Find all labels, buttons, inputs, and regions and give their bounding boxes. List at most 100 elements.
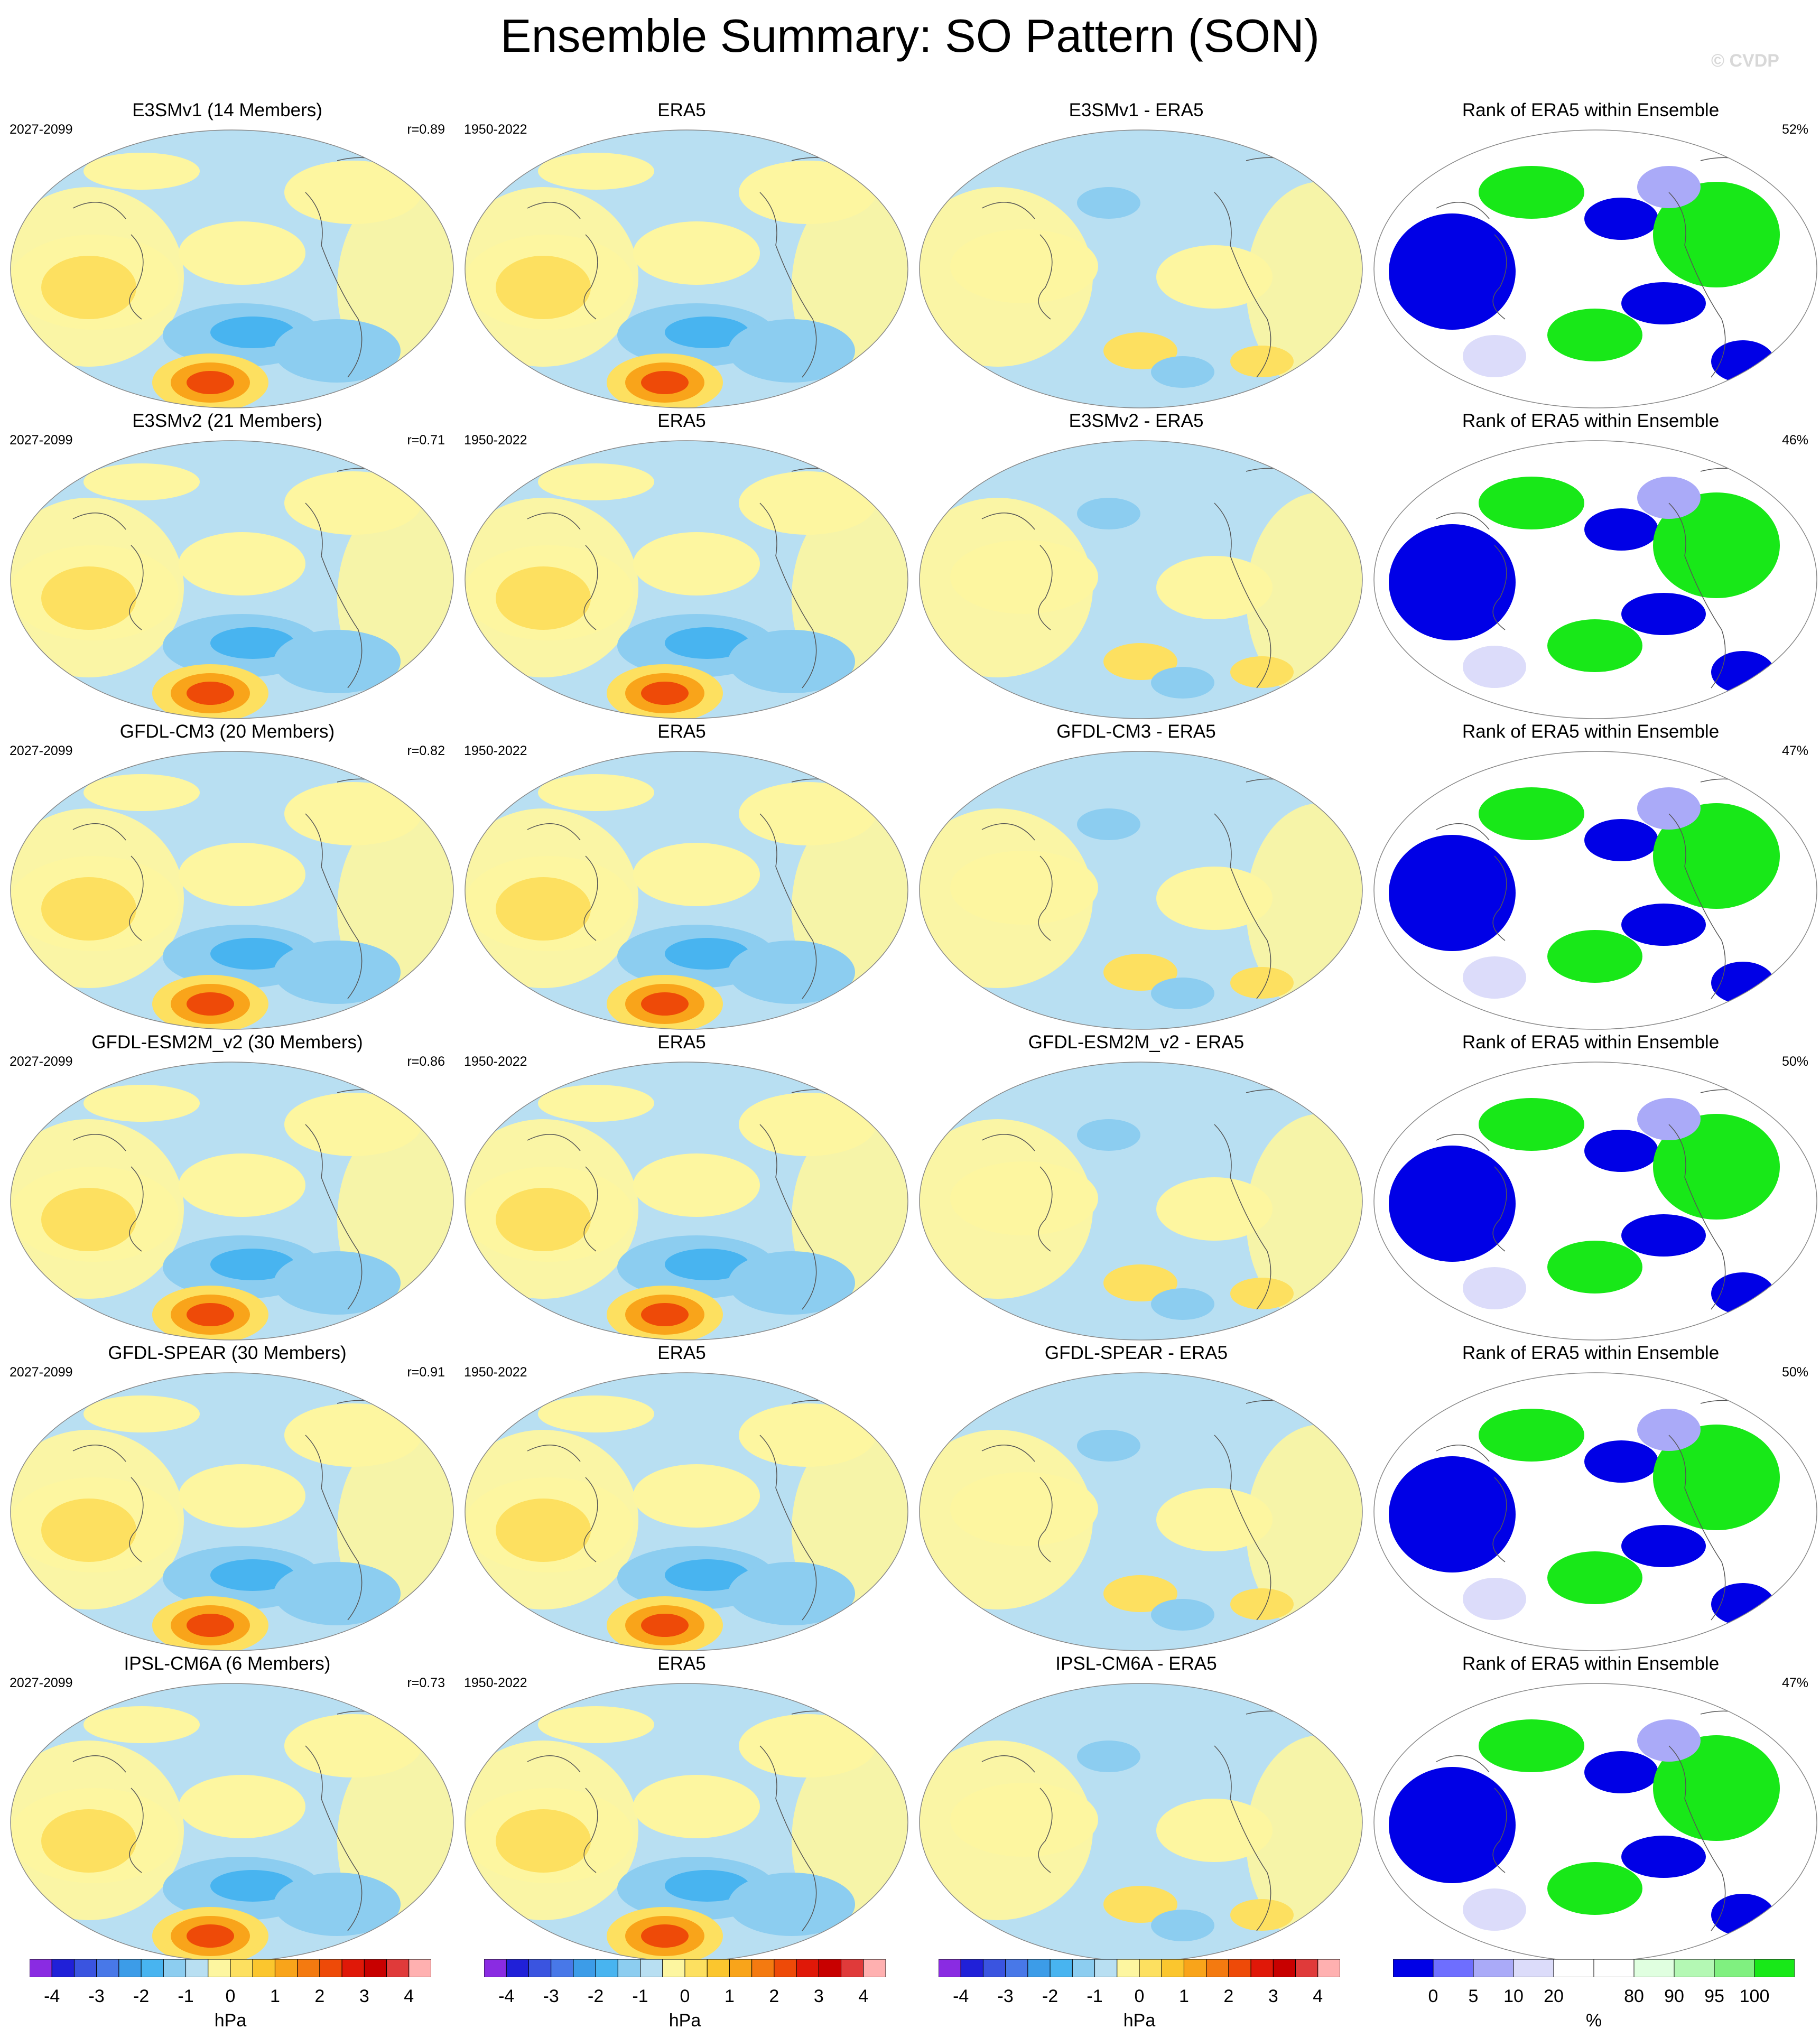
panel-title: GFDL-CM3 (20 Members) — [119, 721, 335, 742]
colorbar-tick-label: 90 — [1664, 1986, 1684, 2006]
colorbar-units: % — [1585, 2011, 1602, 2031]
pattern-correlation-label: r=0.73 — [407, 1676, 445, 1690]
colorbar-swatch — [729, 1959, 753, 1977]
map-model-5 — [10, 1683, 454, 1962]
colorbar-diff: -4 -3 -2 -1 0 1 2 3 4 hPa — [939, 1959, 1340, 2033]
panel-rank: Rank of ERA5 within Ensemble 47% — [1363, 721, 1818, 1031]
figure-row: GFDL-SPEAR (30 Members) 2027-2099 r=0.91 ER… — [0, 1342, 1820, 1653]
rank-percent-label: 47% — [1781, 1676, 1808, 1690]
colorbar-swatch — [118, 1959, 142, 1977]
colorbar-tick-label: 0 — [680, 1986, 690, 2006]
panel-title: Rank of ERA5 within Ensemble — [1462, 1343, 1720, 1363]
colorbar-tick-label: 0 — [1428, 1986, 1438, 2006]
map-obs-1 — [465, 440, 908, 719]
period-label: 2027-2099 — [10, 743, 73, 758]
pattern-correlation-label: r=0.71 — [407, 433, 445, 448]
colorbar-units: hPa — [214, 2011, 247, 2031]
map-diff-2 — [919, 751, 1363, 1030]
colorbar-swatch — [319, 1959, 342, 1977]
colorbar-swatch — [1674, 1959, 1715, 1977]
panel-diff: GFDL-SPEAR - ERA5 — [909, 1342, 1363, 1653]
panel-title: ERA5 — [657, 721, 706, 742]
colorbar-tick-label: -3 — [88, 1986, 105, 2006]
panel-rank: Rank of ERA5 within Ensemble 46% — [1363, 410, 1818, 721]
pattern-correlation-label: r=0.89 — [407, 122, 445, 137]
colorbar-swatch — [960, 1959, 983, 1977]
colorbar-tick-label: 3 — [813, 1986, 824, 2006]
panel-rank: Rank of ERA5 within Ensemble 52% — [1363, 99, 1818, 410]
panel-title: Rank of ERA5 within Ensemble — [1462, 1653, 1720, 1674]
colorbar-swatch — [1139, 1959, 1162, 1977]
colorbar-tick-label: 4 — [404, 1986, 414, 2006]
colorbar-swatch — [1513, 1959, 1554, 1977]
colorbar-swatch — [818, 1959, 842, 1977]
colorbar-swatch — [1273, 1959, 1296, 1977]
map-obs-5 — [465, 1683, 908, 1962]
colorbar-swatch — [96, 1959, 119, 1977]
rank-percent-label: 47% — [1781, 743, 1808, 758]
colorbar-swatch — [1094, 1959, 1118, 1977]
colorbar-swatch — [662, 1959, 685, 1977]
map-model-0 — [10, 129, 454, 408]
colorbar-swatch — [751, 1959, 775, 1977]
map-rank-5 — [1373, 1683, 1817, 1962]
colorbar-tick-label: 4 — [1313, 1986, 1323, 2006]
colorbar-tick-label: -1 — [1087, 1986, 1103, 2006]
period-label: 1950-2022 — [464, 1054, 527, 1069]
colorbar-tick-label: 1 — [1178, 1986, 1189, 2006]
panel-title: GFDL-SPEAR (30 Members) — [108, 1343, 347, 1363]
colorbar-tick-label: -4 — [498, 1986, 515, 2006]
panel-title: ERA5 — [657, 1653, 706, 1674]
period-label: 2027-2099 — [10, 1054, 73, 1069]
panel-title: E3SMv2 - ERA5 — [1069, 411, 1204, 431]
colorbar-swatch — [185, 1959, 209, 1977]
map-diff-4 — [919, 1372, 1363, 1651]
colorbar-swatch — [51, 1959, 75, 1977]
period-label: 1950-2022 — [464, 1365, 527, 1380]
colorbar-tick-label: 3 — [359, 1986, 369, 2006]
colorbar-swatches — [939, 1959, 1340, 1977]
colorbar-swatch — [774, 1959, 797, 1977]
colorbar-swatch — [252, 1959, 275, 1977]
map-rank-4 — [1373, 1372, 1817, 1651]
colorbar-swatch — [1206, 1959, 1229, 1977]
figure-row: E3SMv2 (21 Members) 2027-2099 r=0.71 ERA5 19… — [0, 410, 1820, 721]
map-obs-3 — [465, 1062, 908, 1341]
panel-title: GFDL-SPEAR - ERA5 — [1044, 1343, 1228, 1363]
panel-model: E3SMv1 (14 Members) 2027-2099 r=0.89 — [0, 99, 454, 410]
pattern-correlation-label: r=0.86 — [407, 1054, 445, 1069]
panel-title: E3SMv1 (14 Members) — [132, 100, 322, 120]
rank-percent-label: 46% — [1781, 433, 1808, 448]
map-model-4 — [10, 1372, 454, 1651]
colorbar-tick-label: 5 — [1468, 1986, 1479, 2006]
colorbar-swatch — [163, 1959, 187, 1977]
colorbar-swatch — [1593, 1959, 1635, 1977]
colorbar-swatches — [30, 1959, 431, 1977]
period-label: 2027-2099 — [10, 433, 73, 448]
colorbar-tick-label: 10 — [1503, 1986, 1524, 2006]
colorbar-tick-label: 100 — [1739, 1986, 1770, 2006]
panel-model: IPSL-CM6A (6 Members) 2027-2099 r=0.73 — [0, 1653, 454, 1963]
colorbar-swatch — [1433, 1959, 1474, 1977]
colorbar-tick-label: 2 — [314, 1986, 325, 2006]
colorbar-units: hPa — [1123, 2011, 1156, 2031]
panel-title: IPSL-CM6A - ERA5 — [1055, 1653, 1217, 1674]
colorbar-tick-label: -1 — [178, 1986, 194, 2006]
panel-title: IPSL-CM6A (6 Members) — [124, 1653, 331, 1674]
map-diff-1 — [919, 440, 1363, 719]
panel-obs: ERA5 1950-2022 — [454, 99, 909, 410]
colorbar-tick-label: -2 — [133, 1986, 150, 2006]
panel-diff: IPSL-CM6A - ERA5 — [909, 1653, 1363, 1963]
pattern-correlation-label: r=0.82 — [407, 743, 445, 758]
panel-title: Rank of ERA5 within Ensemble — [1462, 411, 1720, 431]
period-label: 2027-2099 — [10, 1365, 73, 1380]
colorbar-swatch — [684, 1959, 708, 1977]
panel-model: GFDL-ESM2M_v2 (30 Members) 2027-2099 r=0.8… — [0, 1031, 454, 1342]
rank-percent-label: 50% — [1781, 1054, 1808, 1069]
panel-title: ERA5 — [657, 100, 706, 120]
colorbar-swatch — [1072, 1959, 1095, 1977]
colorbar-swatch — [484, 1959, 507, 1977]
figure-row: IPSL-CM6A (6 Members) 2027-2099 r=0.73 ERA5… — [0, 1653, 1820, 1963]
panel-model: GFDL-CM3 (20 Members) 2027-2099 r=0.82 — [0, 721, 454, 1031]
colorbar-swatch — [1754, 1959, 1795, 1977]
